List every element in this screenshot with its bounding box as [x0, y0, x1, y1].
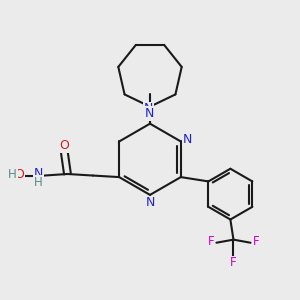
Text: N: N	[144, 107, 154, 120]
Text: O: O	[59, 139, 69, 152]
Text: N: N	[144, 102, 153, 115]
Text: H: H	[8, 168, 17, 182]
Text: N: N	[34, 167, 43, 180]
Text: O: O	[14, 168, 24, 182]
Text: F: F	[208, 235, 214, 248]
Text: F: F	[252, 235, 259, 248]
Text: F: F	[230, 256, 237, 269]
Text: N: N	[183, 133, 192, 146]
Text: N: N	[146, 196, 155, 209]
Text: H: H	[34, 176, 43, 189]
